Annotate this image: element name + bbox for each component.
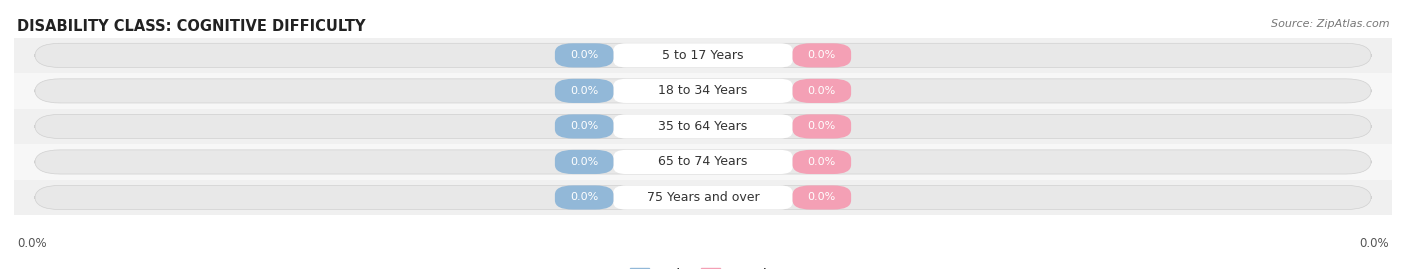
Text: 0.0%: 0.0%	[569, 193, 599, 203]
Text: 18 to 34 Years: 18 to 34 Years	[658, 84, 748, 97]
FancyBboxPatch shape	[555, 43, 613, 68]
FancyBboxPatch shape	[555, 185, 613, 210]
Text: 0.0%: 0.0%	[807, 157, 837, 167]
FancyBboxPatch shape	[793, 150, 851, 174]
FancyBboxPatch shape	[793, 114, 851, 139]
Text: 65 to 74 Years: 65 to 74 Years	[658, 155, 748, 168]
FancyBboxPatch shape	[613, 185, 793, 210]
Text: 0.0%: 0.0%	[569, 157, 599, 167]
Text: 0.0%: 0.0%	[17, 237, 46, 250]
FancyBboxPatch shape	[35, 114, 1371, 139]
Text: Source: ZipAtlas.com: Source: ZipAtlas.com	[1271, 19, 1389, 29]
Text: 5 to 17 Years: 5 to 17 Years	[662, 49, 744, 62]
Bar	[14, 180, 1392, 215]
Text: 0.0%: 0.0%	[569, 50, 599, 60]
Text: 0.0%: 0.0%	[569, 121, 599, 132]
Text: 0.0%: 0.0%	[1360, 237, 1389, 250]
Bar	[14, 144, 1392, 180]
Text: 35 to 64 Years: 35 to 64 Years	[658, 120, 748, 133]
Text: DISABILITY CLASS: COGNITIVE DIFFICULTY: DISABILITY CLASS: COGNITIVE DIFFICULTY	[17, 19, 366, 34]
FancyBboxPatch shape	[793, 185, 851, 210]
FancyBboxPatch shape	[555, 150, 613, 174]
FancyBboxPatch shape	[35, 150, 1371, 174]
Text: 0.0%: 0.0%	[807, 121, 837, 132]
FancyBboxPatch shape	[613, 114, 793, 139]
Text: 0.0%: 0.0%	[569, 86, 599, 96]
Text: 0.0%: 0.0%	[807, 193, 837, 203]
FancyBboxPatch shape	[35, 43, 1371, 68]
FancyBboxPatch shape	[555, 79, 613, 103]
Text: 75 Years and over: 75 Years and over	[647, 191, 759, 204]
Bar	[14, 38, 1392, 73]
FancyBboxPatch shape	[613, 79, 793, 103]
FancyBboxPatch shape	[613, 150, 793, 174]
FancyBboxPatch shape	[555, 114, 613, 139]
FancyBboxPatch shape	[35, 79, 1371, 103]
FancyBboxPatch shape	[613, 43, 793, 68]
Text: 0.0%: 0.0%	[807, 86, 837, 96]
Bar	[14, 73, 1392, 109]
FancyBboxPatch shape	[35, 185, 1371, 210]
Text: 0.0%: 0.0%	[807, 50, 837, 60]
Legend: Male, Female: Male, Female	[626, 263, 780, 269]
FancyBboxPatch shape	[793, 79, 851, 103]
Bar	[14, 109, 1392, 144]
FancyBboxPatch shape	[793, 43, 851, 68]
